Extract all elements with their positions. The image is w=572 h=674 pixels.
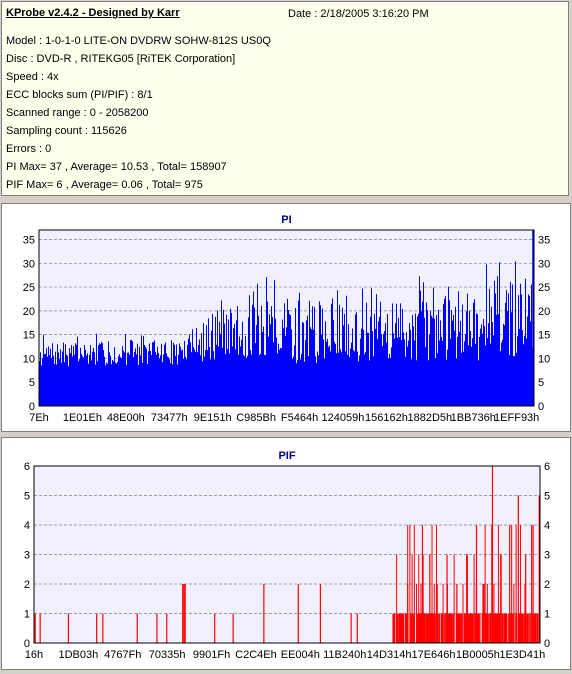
y-tick-label-right: 20: [538, 306, 550, 318]
y-tick-label-left: 15: [23, 330, 35, 342]
y-tick-label-right: 3: [544, 550, 550, 562]
info-errors: Errors : 0: [6, 143, 52, 155]
info-pif-stats: PIF Max= 6 , Average= 0.06 , Total= 975: [6, 179, 203, 191]
x-tick-label: 4767Fh: [104, 649, 141, 661]
y-tick-label-left: 2: [24, 579, 30, 591]
x-tick-label: F5464h: [281, 412, 318, 424]
x-tick-label: 156162h: [365, 412, 408, 424]
x-tick-label: 17E646h: [411, 649, 455, 661]
pif-series: [34, 466, 541, 643]
info-model: Model : 1-0-1-0 LITE-ON DVDRW SOHW-812S …: [6, 35, 271, 47]
plot-border: [33, 465, 541, 644]
y-tick-label-left: 4: [24, 520, 30, 532]
y-tick-label-right: 35: [538, 235, 550, 247]
y-tick-label-left: 35: [23, 235, 35, 247]
chart-title: PI: [281, 214, 291, 226]
pif-chart-panel: PIF 0 0 1 1 2 2 3 3 4 4 5 5 6 6 16h 1DB03h 4767Fh 70335h 99…: [1, 437, 571, 670]
info-scanned-range: Scanned range : 0 - 2058200: [6, 107, 149, 119]
x-tick-label: 48E00h: [107, 412, 145, 424]
y-tick-label-right: 30: [538, 258, 550, 270]
x-tick-label: 1EFF93h: [494, 412, 539, 424]
y-tick-label-left: 5: [29, 377, 35, 389]
y-tick-label-right: 2: [544, 579, 550, 591]
x-tick-label: 11B240h: [323, 649, 366, 661]
y-tick-label-right: 4: [544, 520, 550, 532]
y-tick-label-left: 0: [24, 638, 30, 650]
x-tick-label: C985Bh: [236, 412, 276, 424]
y-tick-label-right: 25: [538, 282, 550, 294]
x-tick-label: 1B0005h: [456, 649, 500, 661]
x-tick-label: 1882D5h: [407, 412, 452, 424]
y-tick-label-right: 6: [544, 461, 550, 473]
scan-date: Date : 2/18/2005 3:16:20 PM: [288, 8, 429, 20]
y-tick-label-right: 0: [538, 401, 544, 413]
y-tick-label-right: 0: [544, 638, 550, 650]
x-tick-label: 1E01Eh: [63, 412, 102, 424]
y-tick-label-left: 5: [24, 491, 30, 503]
app-title: KProbe v2.4.2 - Designed by Karr: [6, 7, 180, 19]
info-panel: KProbe v2.4.2 - Designed by Karr Date : …: [1, 1, 569, 196]
x-tick-label: 16h: [25, 649, 43, 661]
y-tick-label-right: 15: [538, 330, 550, 342]
y-tick-label-left: 10: [23, 353, 35, 365]
info-disc: Disc : DVD-R , RITEKG05 [RiTEK Corporati…: [6, 53, 236, 65]
y-tick-label-left: 25: [23, 282, 35, 294]
y-tick-label-left: 6: [24, 461, 30, 473]
x-tick-label: 1DB03h: [59, 649, 99, 661]
y-tick-label-left: 20: [23, 306, 35, 318]
pi-chart-panel: PI 0 0 5 5 10 10 15 15 20 20 25 25 30 30 35 35 7Eh 1E01Eh 4…: [1, 203, 571, 432]
y-tick-label-right: 5: [544, 491, 550, 503]
x-tick-label: C2C4Eh: [235, 649, 277, 661]
info-sampling-count: Sampling count : 115626: [6, 125, 127, 137]
info-speed: Speed : 4x: [6, 71, 59, 83]
info-ecc-blocks: ECC blocks sum (PI/PIF) : 8/1: [6, 89, 153, 101]
pi-chart: PI 0 0 5 5 10 10 15 15 20 20 25 25 30 30 35 35 7Eh 1E01Eh 4…: [23, 214, 551, 424]
y-tick-label-left: 0: [29, 401, 35, 413]
x-tick-label: 7Eh: [29, 412, 49, 424]
x-tick-label: 1E3D41h: [499, 649, 545, 661]
chart-title: PIF: [278, 450, 295, 462]
y-tick-label-left: 3: [24, 550, 30, 562]
x-tick-label: 73477h: [151, 412, 188, 424]
x-tick-label: 14D314h: [367, 649, 412, 661]
x-tick-label: EE004h: [281, 649, 320, 661]
y-tick-label-right: 1: [544, 609, 550, 621]
plot-border: [38, 229, 535, 407]
y-tick-label-left: 30: [23, 258, 35, 270]
pif-chart: PIF 0 0 1 1 2 2 3 3 4 4 5 5 6 6 16h 1DB03h 4767Fh 70335h 99…: [24, 450, 550, 661]
x-tick-label: 1BB736h: [451, 412, 496, 424]
y-tick-label-right: 10: [538, 353, 550, 365]
y-tick-label-right: 5: [538, 377, 544, 389]
x-tick-label: 124059h: [322, 412, 365, 424]
info-pi-stats: PI Max= 37 , Average= 10.53 , Total= 158…: [6, 161, 227, 173]
x-tick-label: 9E151h: [194, 412, 232, 424]
x-tick-label: 70335h: [149, 649, 186, 661]
x-tick-label: 9901Fh: [193, 649, 230, 661]
y-tick-label-left: 1: [24, 609, 30, 621]
